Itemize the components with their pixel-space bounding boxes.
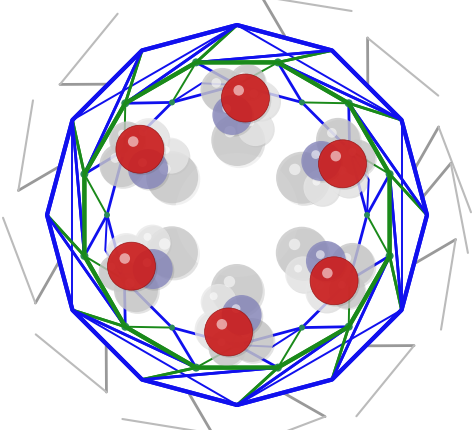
Circle shape bbox=[289, 164, 301, 176]
Circle shape bbox=[231, 66, 267, 102]
Circle shape bbox=[118, 130, 126, 138]
Circle shape bbox=[239, 112, 275, 148]
Circle shape bbox=[155, 140, 190, 176]
Circle shape bbox=[121, 277, 128, 283]
Circle shape bbox=[249, 90, 258, 99]
Circle shape bbox=[329, 159, 369, 199]
Circle shape bbox=[224, 276, 235, 288]
Circle shape bbox=[139, 128, 147, 137]
Circle shape bbox=[192, 59, 200, 67]
Circle shape bbox=[135, 225, 171, 261]
Circle shape bbox=[322, 268, 333, 279]
Circle shape bbox=[101, 145, 145, 189]
Circle shape bbox=[159, 164, 171, 175]
Circle shape bbox=[329, 273, 365, 309]
Circle shape bbox=[207, 310, 255, 358]
Circle shape bbox=[289, 239, 300, 251]
Circle shape bbox=[128, 137, 138, 147]
Circle shape bbox=[110, 154, 120, 163]
Circle shape bbox=[211, 115, 263, 166]
Circle shape bbox=[205, 308, 253, 356]
Circle shape bbox=[239, 81, 279, 121]
Circle shape bbox=[192, 364, 200, 372]
Circle shape bbox=[121, 147, 128, 154]
Circle shape bbox=[386, 171, 393, 179]
Circle shape bbox=[130, 151, 170, 191]
Circle shape bbox=[119, 254, 130, 264]
Circle shape bbox=[222, 295, 262, 335]
Circle shape bbox=[116, 126, 164, 174]
Circle shape bbox=[231, 320, 275, 364]
Circle shape bbox=[222, 105, 231, 114]
Circle shape bbox=[212, 96, 252, 136]
Circle shape bbox=[214, 97, 254, 137]
Circle shape bbox=[146, 152, 198, 204]
Circle shape bbox=[116, 270, 160, 314]
Circle shape bbox=[237, 111, 273, 147]
Circle shape bbox=[276, 227, 328, 279]
Circle shape bbox=[234, 342, 240, 348]
Circle shape bbox=[346, 277, 353, 283]
Circle shape bbox=[238, 73, 246, 81]
Circle shape bbox=[121, 323, 129, 331]
Circle shape bbox=[81, 171, 88, 179]
Circle shape bbox=[218, 338, 226, 346]
Circle shape bbox=[130, 120, 170, 160]
Circle shape bbox=[144, 233, 152, 241]
Circle shape bbox=[211, 264, 263, 316]
Circle shape bbox=[287, 258, 323, 294]
Circle shape bbox=[338, 281, 346, 289]
Circle shape bbox=[136, 227, 172, 262]
Circle shape bbox=[109, 122, 145, 158]
Circle shape bbox=[229, 65, 265, 101]
Circle shape bbox=[110, 123, 146, 160]
Circle shape bbox=[341, 142, 377, 178]
Circle shape bbox=[224, 127, 236, 138]
Circle shape bbox=[311, 151, 320, 160]
Circle shape bbox=[330, 243, 374, 287]
Circle shape bbox=[320, 142, 368, 190]
Circle shape bbox=[305, 172, 341, 207]
Circle shape bbox=[274, 364, 282, 372]
Circle shape bbox=[332, 245, 376, 289]
Circle shape bbox=[108, 235, 148, 275]
Circle shape bbox=[223, 77, 271, 125]
Circle shape bbox=[312, 259, 360, 307]
Circle shape bbox=[169, 100, 175, 106]
Circle shape bbox=[307, 274, 347, 314]
Circle shape bbox=[303, 143, 343, 183]
Circle shape bbox=[223, 297, 263, 337]
Circle shape bbox=[175, 154, 299, 277]
Circle shape bbox=[234, 83, 240, 89]
Circle shape bbox=[121, 100, 129, 108]
Circle shape bbox=[217, 319, 227, 330]
Circle shape bbox=[278, 229, 330, 281]
Circle shape bbox=[305, 272, 346, 312]
Circle shape bbox=[211, 79, 221, 89]
Circle shape bbox=[348, 148, 356, 157]
Circle shape bbox=[246, 119, 254, 127]
Circle shape bbox=[109, 245, 157, 292]
Circle shape bbox=[274, 59, 282, 67]
Circle shape bbox=[118, 128, 166, 176]
Circle shape bbox=[221, 75, 269, 123]
Circle shape bbox=[213, 117, 265, 169]
Circle shape bbox=[233, 86, 244, 96]
Circle shape bbox=[364, 212, 370, 218]
Circle shape bbox=[213, 267, 265, 318]
Circle shape bbox=[108, 243, 155, 291]
Circle shape bbox=[327, 129, 337, 138]
Circle shape bbox=[125, 279, 135, 288]
Circle shape bbox=[278, 154, 330, 206]
Circle shape bbox=[299, 100, 305, 106]
Circle shape bbox=[342, 253, 351, 263]
Circle shape bbox=[346, 147, 353, 154]
Circle shape bbox=[148, 154, 200, 206]
Circle shape bbox=[316, 119, 360, 163]
Circle shape bbox=[209, 330, 245, 366]
Circle shape bbox=[116, 243, 125, 252]
Circle shape bbox=[241, 83, 281, 123]
Circle shape bbox=[81, 252, 88, 260]
Circle shape bbox=[294, 265, 302, 273]
